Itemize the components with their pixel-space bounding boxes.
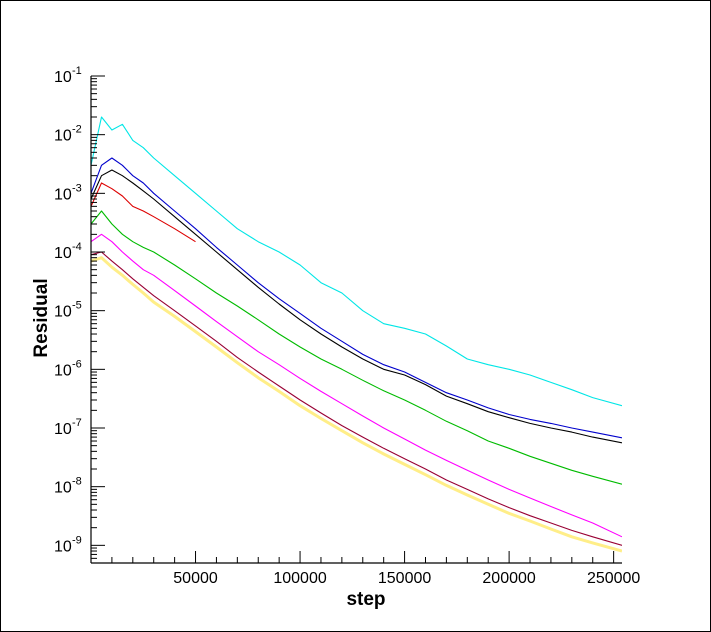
series-line-4 <box>91 182 196 243</box>
y-tick-exponent: -9 <box>72 534 82 546</box>
y-tick-exponent: -8 <box>72 476 82 488</box>
y-tick-exponent: -3 <box>72 182 82 194</box>
series-line-3 <box>91 169 622 444</box>
y-tick-label: 10 <box>54 245 72 262</box>
series-line-2 <box>91 157 622 439</box>
series-layer <box>91 116 622 553</box>
y-tick-label: 10 <box>54 538 72 555</box>
tick-layer: 10-110-210-310-410-510-610-710-810 -95000… <box>54 65 640 587</box>
x-axis-title: step <box>346 589 385 610</box>
y-tick-exponent: -6 <box>72 358 82 370</box>
y-tick-label: 10 <box>54 69 72 86</box>
y-tick-label: 10 <box>54 304 72 321</box>
x-tick-label: 200000 <box>482 570 535 587</box>
y-tick-exponent: -7 <box>72 417 82 429</box>
y-axis-title: Residual <box>31 278 52 357</box>
y-tick-label: 10 <box>54 421 72 438</box>
axis-layer <box>90 76 622 564</box>
x-tick-label: 50000 <box>173 570 218 587</box>
y-tick-exponent: -4 <box>72 241 82 253</box>
y-tick-exponent: -5 <box>72 300 82 312</box>
series-line-6 <box>91 233 622 538</box>
series-line-5 <box>91 210 622 485</box>
y-tick-label: 10 <box>54 480 72 497</box>
x-tick-label: 250000 <box>587 570 640 587</box>
x-tick-label: 150000 <box>378 570 431 587</box>
y-tick-label: 10 <box>54 128 72 145</box>
series-line-7 <box>91 251 622 546</box>
y-tick-exponent: -1 <box>72 65 82 77</box>
y-tick-label: 10 <box>54 186 72 203</box>
series-line-8 <box>91 256 622 553</box>
y-tick-label: 10 <box>54 362 72 379</box>
x-tick-label: 100000 <box>273 570 326 587</box>
y-tick-exponent: -2 <box>72 124 82 136</box>
series-line-1 <box>91 116 622 407</box>
